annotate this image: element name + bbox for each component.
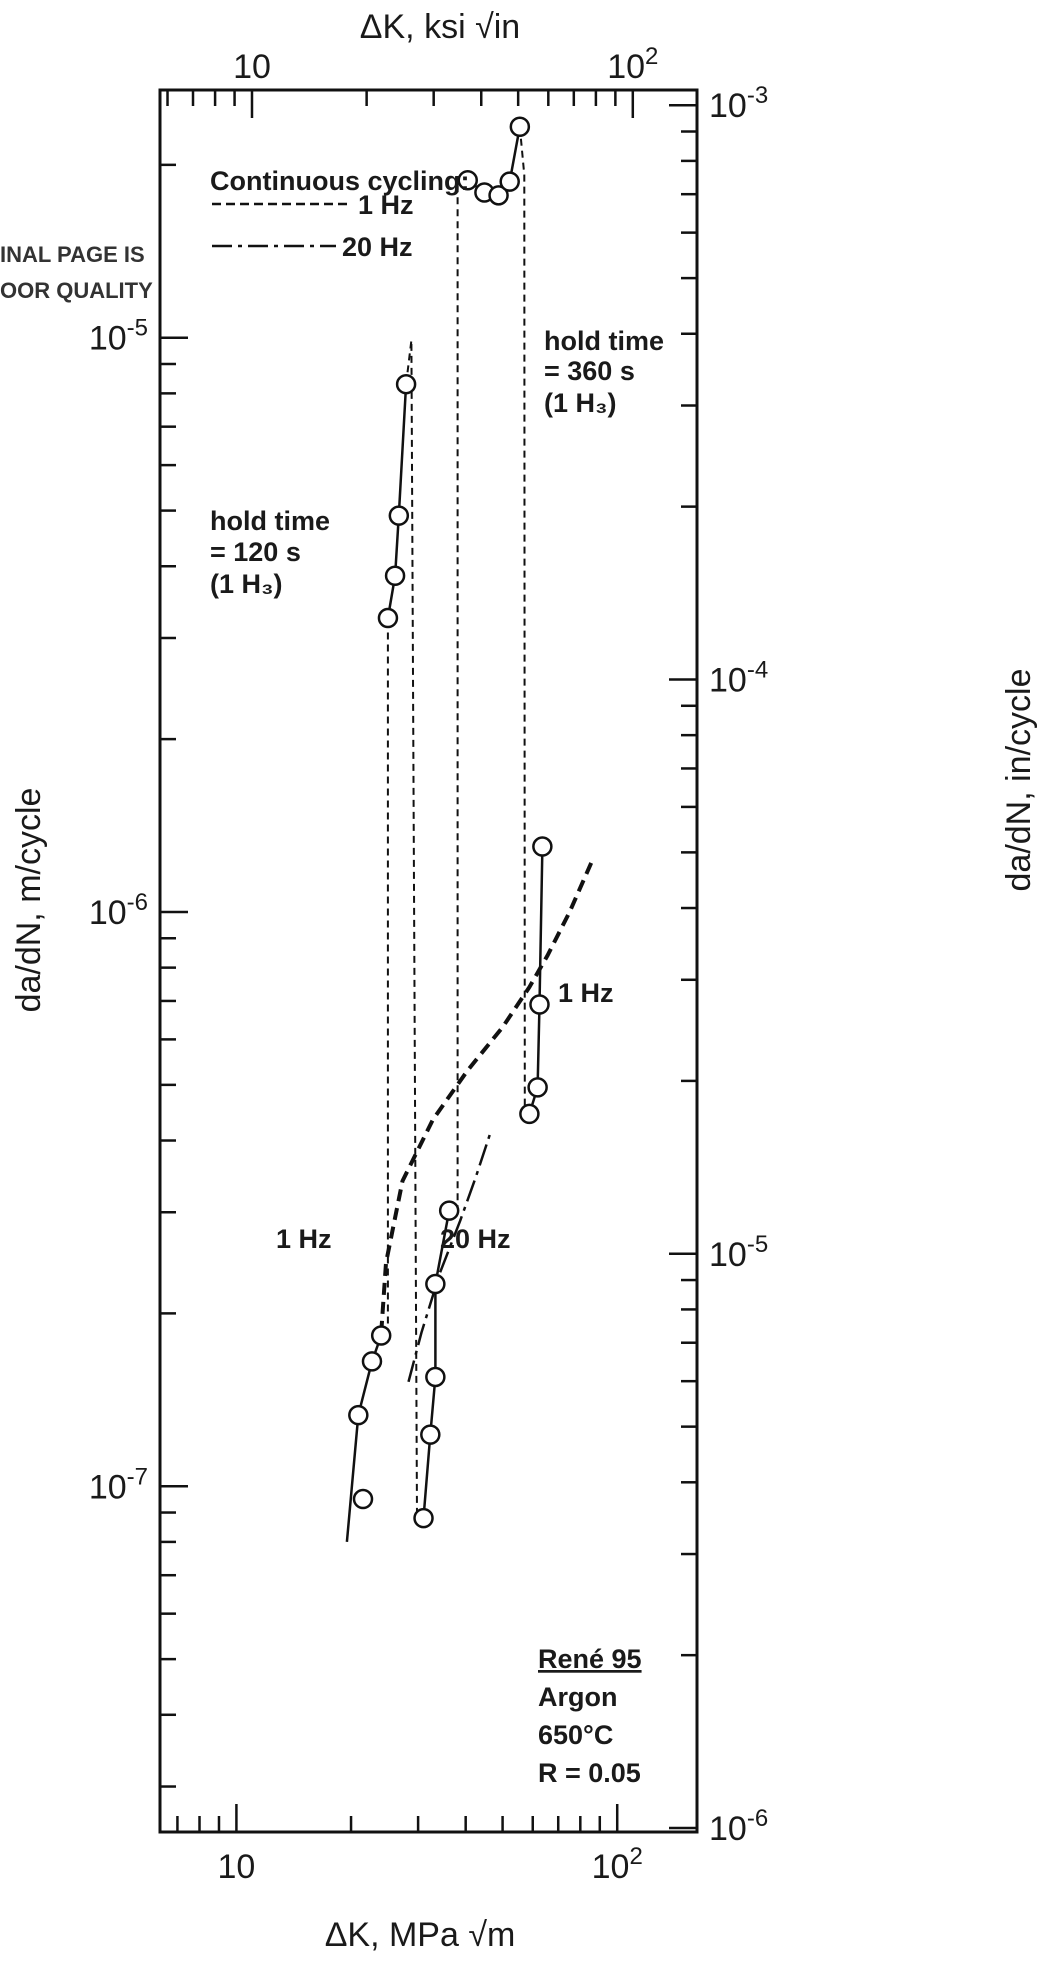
annotation-20hz: 20 Hz bbox=[440, 1224, 511, 1254]
tick-labels-layer: 10 102 10 102 10-7 10-6 10-5 10-6 10-5 10-4 10-3 bbox=[89, 43, 768, 1886]
transition-line bbox=[405, 340, 418, 1519]
data-point bbox=[413, 1507, 434, 1529]
annotation-hold-120-line-2: = 120 s bbox=[210, 537, 301, 567]
data-point bbox=[425, 1273, 446, 1295]
annotation-material-line-2: Argon bbox=[538, 1682, 617, 1712]
y-tick-label-left: 10-7 bbox=[89, 1463, 148, 1506]
x-tick-label-bottom: 10 bbox=[217, 1848, 255, 1886]
stamp-line-1: INAL PAGE IS bbox=[0, 242, 145, 267]
data-point bbox=[348, 1404, 369, 1426]
ticks-layer bbox=[160, 90, 697, 1832]
stamp: INAL PAGE IS OOR QUALITY bbox=[0, 242, 153, 303]
data-point bbox=[488, 185, 509, 206]
annotation-hold-120-line-3: (1 H₃) bbox=[210, 569, 282, 599]
trend-line-20hz bbox=[407, 1130, 493, 1383]
data-point bbox=[388, 505, 410, 526]
x-axis-title-top: ΔK, ksi √in bbox=[360, 8, 520, 46]
plot-frame bbox=[158, 88, 699, 1834]
series-line bbox=[528, 846, 544, 1115]
data-point bbox=[352, 1488, 374, 1510]
annotation-material-line-3: 650°C bbox=[538, 1720, 613, 1750]
y-tick-label-right: 10-6 bbox=[709, 1805, 768, 1848]
data-point bbox=[532, 836, 553, 857]
data-point bbox=[361, 1351, 383, 1372]
annotation-hold-360-line-1: hold time bbox=[544, 326, 664, 356]
stamp-line-2: OOR QUALITY bbox=[0, 278, 153, 303]
y-tick-label-left: 10-5 bbox=[89, 315, 148, 358]
data-point bbox=[384, 565, 406, 587]
data-point bbox=[395, 373, 417, 395]
annotation-hold-120-line-1: hold time bbox=[210, 506, 330, 536]
data-point bbox=[527, 1077, 548, 1098]
data-point bbox=[457, 170, 478, 191]
transition-lines-layer bbox=[386, 126, 526, 1519]
annotation-material-line-1: René 95 bbox=[538, 1644, 642, 1674]
data-point bbox=[529, 994, 550, 1015]
x-axis-title-bottom: ΔK, MPa √m bbox=[325, 1916, 516, 1954]
series-line bbox=[345, 1335, 383, 1543]
series-line bbox=[386, 384, 408, 619]
annotation-hold-360-line-2: = 360 s bbox=[544, 356, 635, 386]
x-tick-label-top: 102 bbox=[607, 43, 658, 86]
legend-label-20hz: 20 Hz bbox=[342, 232, 413, 262]
annotation-material: René 95 Argon 650°C R = 0.05 bbox=[538, 1644, 642, 1788]
legend-label-1hz: 1 Hz bbox=[358, 190, 414, 220]
legend: Continuous cycling: 1 Hz 20 Hz bbox=[210, 166, 470, 262]
y-tick-label-right: 10-3 bbox=[709, 82, 768, 125]
annotation-hold-360: hold time = 360 s (1 H₃) bbox=[544, 326, 664, 418]
data-point bbox=[509, 116, 531, 138]
annotation-1hz-left: 1 Hz bbox=[276, 1224, 332, 1254]
trend-lines-layer bbox=[379, 859, 595, 1383]
annotation-hold-120: hold time = 120 s (1 H₃) bbox=[210, 506, 330, 599]
annotation-hold-360-line-3: (1 H₃) bbox=[544, 388, 616, 418]
annotation-1hz-right: 1 Hz bbox=[558, 978, 614, 1008]
data-point bbox=[438, 1200, 460, 1221]
data-point bbox=[425, 1366, 446, 1388]
data-point bbox=[420, 1424, 441, 1445]
data-point bbox=[377, 607, 399, 629]
data-point bbox=[370, 1325, 392, 1346]
data-point bbox=[519, 1103, 540, 1125]
y-tick-label-right: 10-5 bbox=[709, 1231, 768, 1274]
annotation-material-line-4: R = 0.05 bbox=[538, 1758, 641, 1788]
trend-line-1hz bbox=[379, 859, 595, 1333]
y-tick-label-right: 10-4 bbox=[709, 657, 768, 700]
data-point bbox=[499, 171, 520, 192]
markers-layer bbox=[348, 116, 553, 1529]
y-tick-label-left: 10-6 bbox=[89, 889, 148, 932]
x-tick-label-top: 10 bbox=[233, 48, 271, 86]
y-axis-title-left: da/dN, m/cycle bbox=[10, 788, 48, 1013]
transition-line bbox=[518, 126, 526, 1114]
y-axis-title-right: da/dN, in/cycle bbox=[1000, 669, 1038, 892]
legend-title: Continuous cycling: bbox=[210, 166, 470, 196]
x-tick-label-bottom: 102 bbox=[592, 1843, 643, 1886]
